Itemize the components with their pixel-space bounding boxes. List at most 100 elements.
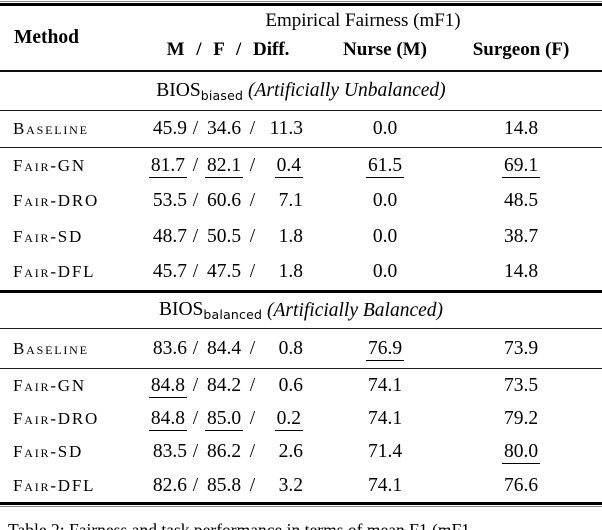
value-f: 84.2 (206, 374, 242, 396)
slash-separator: / (249, 337, 256, 359)
value-m: 82.6 (152, 474, 187, 496)
section-title: BIOSbiased (Artificially Unbalanced) (0, 72, 602, 110)
value-diff: 7.1 (278, 190, 303, 212)
column-header-surgeon-f: Surgeon (F) (472, 39, 570, 60)
value-m: 83.6 (152, 337, 187, 359)
method-label: Fair-GN (13, 375, 86, 395)
rule (0, 328, 602, 329)
dataset-subscript: balanced (203, 307, 263, 322)
value-m: 48.7 (152, 225, 187, 247)
cell-nurse: 76.9 (330, 337, 440, 361)
cell-f: 34.6 (204, 118, 244, 140)
method-label: Fair-SD (13, 442, 84, 462)
method-label: Fair-DRO (13, 408, 100, 428)
cell-m: 45.9 (147, 118, 187, 140)
table-row: Fair-GN 84.8/84.2/0.6 74.1 73.5 (0, 369, 602, 402)
value-f: 47.5 (206, 261, 242, 283)
cell-surgeon: 79.2 (440, 408, 602, 430)
value-surgeon: 14.8 (503, 261, 539, 283)
slash-separator: / (192, 154, 199, 176)
method-label: Baseline (13, 119, 89, 138)
cell-nurse: 0.0 (330, 118, 440, 140)
value-surgeon: 69.1 (501, 154, 541, 178)
cell-nurse: 0.0 (330, 226, 440, 248)
section-note: (Artificially Balanced) (262, 299, 444, 321)
method-label: Fair-DRO (13, 191, 100, 211)
slash-separator: / (192, 407, 199, 429)
rule (0, 110, 602, 111)
cell-f: 84.4 (204, 338, 244, 360)
value-m: 84.8 (148, 407, 187, 431)
section-separator-rule (0, 290, 602, 293)
value-f: 84.4 (206, 337, 242, 359)
cell-f: 85.0 (204, 407, 244, 431)
value-f: 60.6 (206, 190, 242, 212)
value-nurse: 74.1 (367, 407, 403, 429)
cell-diff: 7.1 (261, 190, 303, 212)
slash-separator: / (192, 374, 199, 396)
column-header-method: Method (14, 27, 79, 48)
cell-m: 83.5 (147, 441, 187, 463)
value-diff: 0.6 (278, 374, 303, 396)
cell-f: 86.2 (204, 441, 244, 463)
slash-separator: / (192, 190, 199, 212)
dataset-name: BIOSbiased (156, 79, 244, 103)
cell-nurse: 74.1 (330, 475, 440, 497)
cell-m: 84.8 (147, 407, 187, 431)
table-header: Method Empirical Fairness (mF1) M / F / … (0, 6, 602, 70)
slash-separator: / (249, 154, 256, 176)
method-rows-band: Fair-GN 84.8/84.2/0.6 74.1 73.5 Fair-DRO 84.8… (0, 369, 602, 502)
value-nurse: 0.0 (372, 190, 398, 212)
method-label: Fair-DFL (13, 262, 96, 282)
value-surgeon: 14.8 (503, 118, 539, 139)
rule (0, 147, 602, 148)
cell-m: 48.7 (147, 226, 187, 248)
value-surgeon: 48.5 (503, 190, 539, 212)
cell-surgeon: 73.5 (440, 375, 602, 397)
value-m: 45.7 (152, 261, 187, 283)
header-separator-rule (0, 70, 602, 72)
slash-separator: / (249, 261, 256, 283)
value-surgeon: 73.5 (503, 374, 539, 396)
value-diff: 1.8 (278, 225, 303, 247)
cell-nurse: 61.5 (330, 154, 440, 178)
dataset-name: BIOSbalanced (158, 299, 263, 322)
cell-m-f-diff: 84.8/84.2/0.6 (142, 374, 330, 398)
slash-separator: / (192, 118, 199, 139)
column-header-m-f-diff: M / F / Diff. (166, 39, 290, 60)
cell-nurse: 74.1 (330, 375, 440, 397)
cell-diff: 0.2 (261, 407, 303, 431)
cell-m: 82.6 (147, 475, 187, 497)
slash-separator: / (192, 474, 199, 496)
value-nurse: 74.1 (367, 374, 403, 396)
cell-m: 83.6 (147, 338, 187, 360)
method-rows-band: Fair-GN 81.7/82.1/0.4 61.5 69.1 Fair-DRO 53.5… (0, 148, 602, 290)
value-nurse: 76.9 (365, 337, 405, 361)
value-nurse: 61.5 (365, 154, 405, 178)
value-m: 84.8 (148, 374, 187, 398)
cell-m: 84.8 (147, 374, 187, 398)
method-label: Fair-DFL (13, 475, 96, 495)
value-surgeon: 79.2 (503, 407, 539, 429)
cell-f: 82.1 (204, 154, 244, 178)
value-diff: 0.8 (278, 337, 303, 359)
value-surgeon: 38.7 (503, 225, 539, 247)
cell-m-f-diff: 48.7/50.5/1.8 (142, 226, 330, 248)
cell-surgeon: 14.8 (440, 118, 602, 140)
table-top-rule (0, 1, 602, 6)
cell-nurse: 0.0 (330, 261, 440, 283)
cell-m: 45.7 (147, 261, 187, 283)
cell-m-f-diff: 53.5/60.6/7.1 (142, 190, 330, 212)
cell-diff: 0.4 (261, 154, 303, 178)
cell-diff: 3.2 (261, 475, 303, 497)
cell-m-f-diff: 84.8/85.0/0.2 (142, 407, 330, 431)
cell-m: 81.7 (147, 154, 187, 178)
value-nurse: 0.0 (372, 118, 398, 139)
value-f: 85.0 (204, 407, 244, 431)
rule (0, 368, 602, 369)
value-f: 34.6 (206, 118, 242, 139)
slash-separator: / (192, 225, 199, 247)
table-row: Fair-SD 48.7/50.5/1.8 0.0 38.7 (0, 219, 602, 255)
dataset-subscript: biased (200, 87, 244, 103)
value-f: 50.5 (206, 225, 242, 247)
